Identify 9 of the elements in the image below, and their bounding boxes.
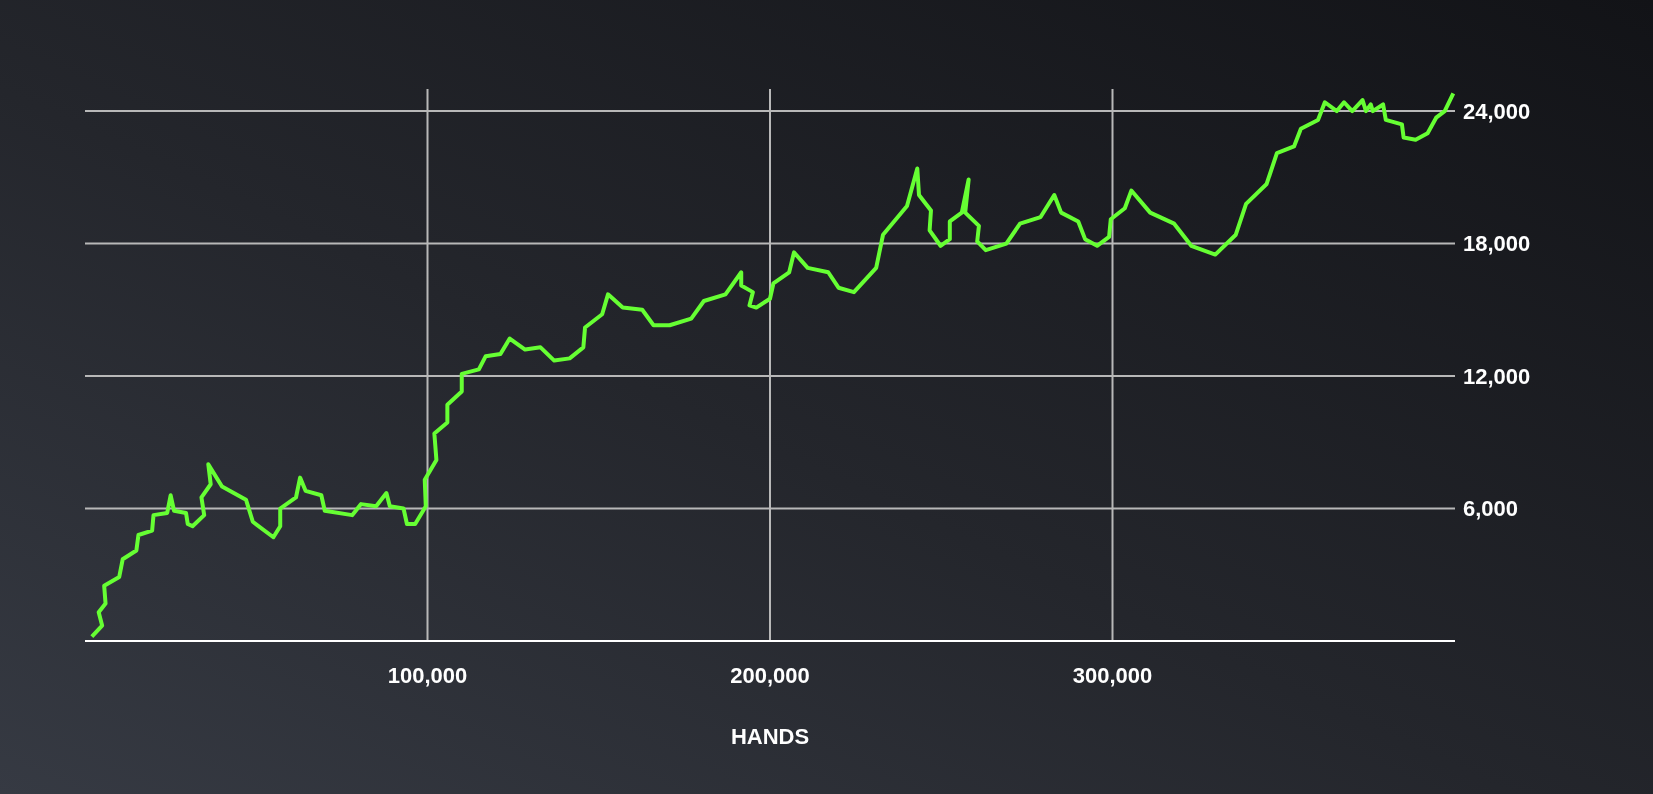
y-tick-label: 6,000 — [1463, 496, 1519, 522]
y-tick-label: 24,000 — [1463, 98, 1531, 124]
y-tick-label: 18,000 — [1463, 231, 1531, 257]
x-axis-title: HANDS — [730, 724, 810, 749]
line-series — [89, 91, 1455, 639]
x-tick-label: 200,000 — [730, 662, 810, 688]
y-tick-label: 12,000 — [1463, 363, 1531, 389]
x-tick-label: 100,000 — [387, 662, 468, 688]
x-tick-label: 300,000 — [1072, 662, 1153, 688]
